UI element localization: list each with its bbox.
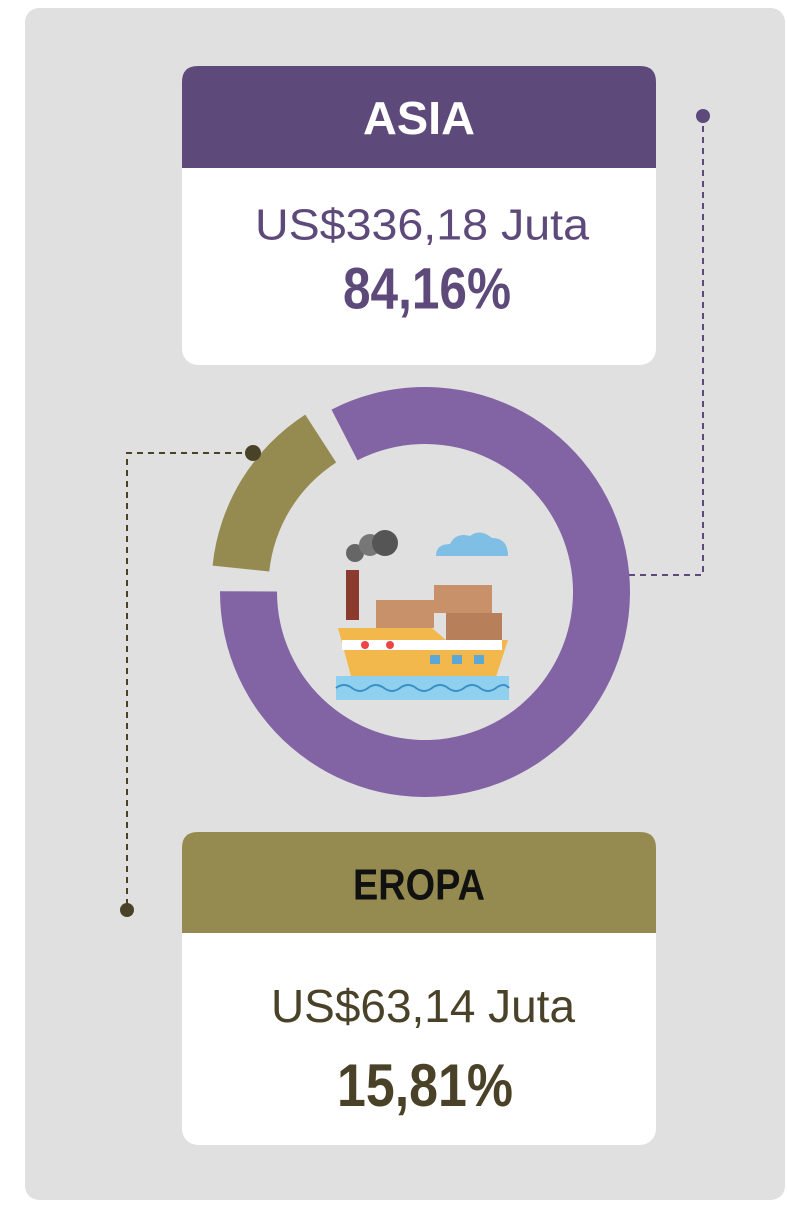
connector-dot (245, 445, 261, 461)
category-label: EROPA (353, 861, 485, 910)
donut-segment (212, 414, 337, 572)
connector-dot (120, 903, 134, 917)
header-eropa (182, 832, 656, 933)
connector-dot (696, 109, 710, 123)
header-asia (182, 66, 656, 168)
connector-eropa (126, 452, 253, 910)
ship-icon (335, 530, 510, 700)
amount-label: US$336,18 Juta (255, 201, 590, 250)
value-label: 15,81% (337, 1052, 513, 1119)
connector-asia (596, 116, 704, 576)
category-label: ASIA (363, 92, 475, 144)
amount-label: US$63,14 Juta (271, 980, 575, 1032)
value-label: 84,16% (343, 256, 511, 321)
